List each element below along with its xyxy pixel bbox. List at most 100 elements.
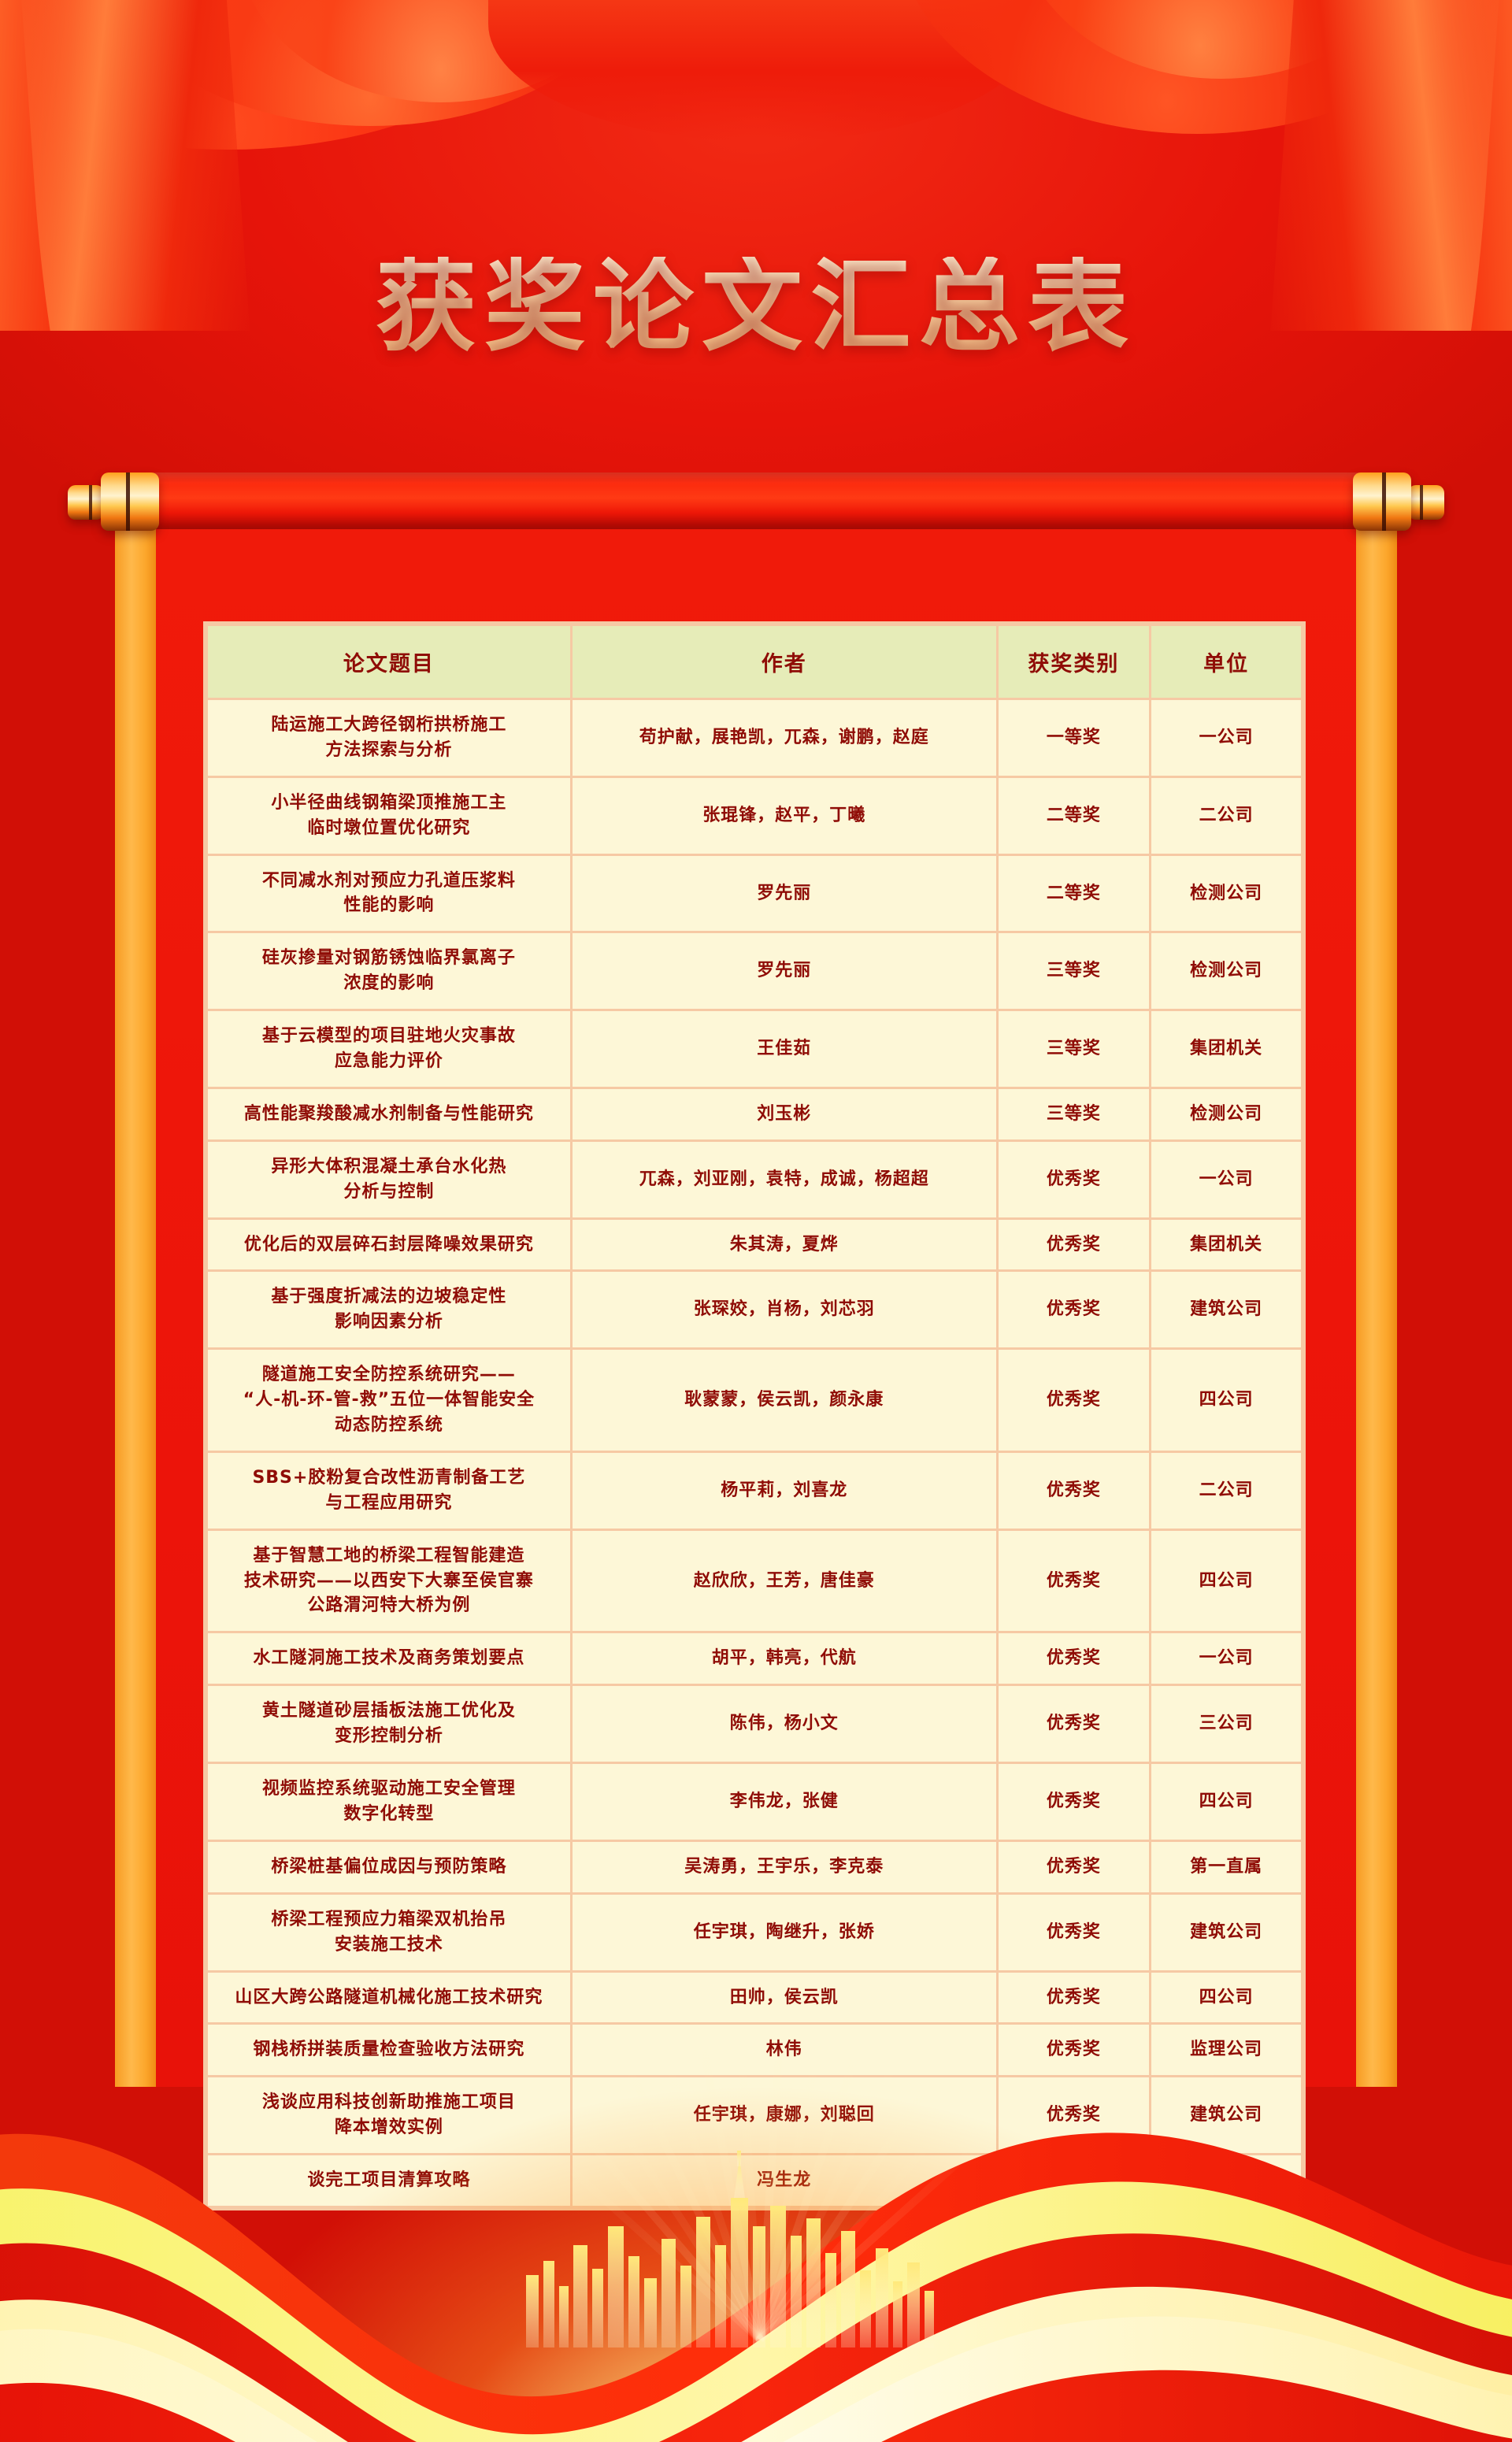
paper-title-cell: 高性能聚羧酸减水剂制备与性能研究 (208, 1088, 570, 1139)
table-row: 桥梁工程预应力箱梁双机抬吊 安装施工技术 任宇琪，陶继升，张娇 优秀奖 建筑公司 (208, 1894, 1301, 1970)
paper-award-cell: 三等奖 (998, 933, 1150, 1010)
paper-award-cell: 优秀奖 (998, 1972, 1150, 2023)
page-title: 获奖论文汇总表 (0, 257, 1512, 358)
city-skyline-icon (526, 2151, 934, 2348)
paper-unit-cell: 建筑公司 (1151, 1272, 1301, 1348)
table-row: 陆运施工大跨径钢桁拱桥施工 方法探索与分析 苟护献，展艳凯，兀森，谢鹏，赵庭 一等奖一… (208, 700, 1301, 776)
paper-unit-cell: 一公司 (1151, 700, 1301, 776)
paper-author-cell: 刘玉彬 (572, 1088, 996, 1139)
column-header-unit: 单位 (1151, 626, 1301, 698)
paper-title-cell: 基于强度折减法的边坡稳定性 影响因素分析 (208, 1272, 570, 1348)
paper-author-cell: 吴涛勇，王宇乐，李克泰 (572, 1841, 996, 1892)
paper-author-cell: 王佳茹 (572, 1011, 996, 1087)
stage-curtain-decoration (0, 0, 1512, 331)
scroll-cap-left-inner-groove (126, 472, 130, 531)
paper-unit-cell: 四公司 (1151, 1972, 1301, 2023)
table-row: 桥梁桩基偏位成因与预防策略 吴涛勇，王宇乐，李克泰 优秀奖 第一直属 (208, 1841, 1301, 1892)
paper-unit-cell: 建筑公司 (1151, 1894, 1301, 1970)
paper-unit-cell: 二公司 (1151, 777, 1301, 854)
paper-author-cell: 兀森，刘亚刚，袁特，成诚，杨超超 (572, 1141, 996, 1217)
table-row: 水工隧洞施工技术及商务策划要点 胡平，韩亮，代航 优秀奖 一公司 (208, 1633, 1301, 1684)
scroll-cap-right-outer-groove (1420, 485, 1423, 520)
paper-unit-cell: 三公司 (1151, 1686, 1301, 1762)
table-row: 基于强度折减法的边坡稳定性 影响因素分析 张琛姣，肖杨，刘芯羽 优秀奖 建筑公司 (208, 1272, 1301, 1348)
scroll-cap-right-inner-groove (1382, 472, 1386, 531)
paper-author-cell: 胡平，韩亮，代航 (572, 1633, 996, 1684)
table-row: 不同减水剂对预应力孔道压浆料 性能的影响 罗先丽 二等奖 检测公司 (208, 855, 1301, 932)
paper-unit-cell: 二公司 (1151, 1452, 1301, 1529)
scroll-edge-left (115, 528, 156, 2087)
column-header-author: 作者 (572, 626, 996, 698)
paper-award-cell: 优秀奖 (998, 1841, 1150, 1892)
paper-title-cell: 小半径曲线钢箱梁顶推施工主 临时墩位置优化研究 (208, 777, 570, 854)
paper-award-cell: 三等奖 (998, 1011, 1150, 1087)
paper-author-cell: 朱其涛，夏烨 (572, 1219, 996, 1270)
bottom-decoration (0, 2047, 1512, 2442)
paper-title-cell: 隧道施工安全防控系统研究—— “人-机-环-管-救”五位一体智能安全 动态防控系统 (208, 1350, 570, 1451)
paper-unit-cell: 检测公司 (1151, 933, 1301, 1010)
paper-author-cell: 罗先丽 (572, 933, 996, 1010)
paper-title-cell: 山区大跨公路隧道机械化施工技术研究 (208, 1972, 570, 2023)
paper-unit-cell: 四公司 (1151, 1350, 1301, 1451)
paper-unit-cell: 四公司 (1151, 1764, 1301, 1840)
scroll-cap-left-outer-groove (89, 485, 92, 520)
paper-author-cell: 张琛姣，肖杨，刘芯羽 (572, 1272, 996, 1348)
paper-award-cell: 优秀奖 (998, 1764, 1150, 1840)
table-head: 论文题目 作者 获奖类别 单位 (208, 626, 1301, 698)
paper-unit-cell: 第一直属 (1151, 1841, 1301, 1892)
paper-title-cell: 不同减水剂对预应力孔道压浆料 性能的影响 (208, 855, 570, 932)
paper-author-cell: 罗先丽 (572, 855, 996, 932)
paper-title-cell: 视频监控系统驱动施工安全管理 数字化转型 (208, 1764, 570, 1840)
paper-unit-cell: 监理公司 (1151, 2025, 1301, 2076)
table-row: 小半径曲线钢箱梁顶推施工主 临时墩位置优化研究 张琨锋，赵平，丁曦 二等奖 二公司 (208, 777, 1301, 854)
scroll-cap-left-outer (68, 485, 104, 520)
scroll-rod (44, 469, 1468, 532)
table-header-row: 论文题目 作者 获奖类别 单位 (208, 626, 1301, 698)
scroll-edge-right (1356, 528, 1397, 2087)
paper-author-cell: 张琨锋，赵平，丁曦 (572, 777, 996, 854)
paper-title-cell: SBS+胶粉复合改性沥青制备工艺 与工程应用研究 (208, 1452, 570, 1529)
table-row: 高性能聚羧酸减水剂制备与性能研究 刘玉彬 三等奖 检测公司 (208, 1088, 1301, 1139)
paper-award-cell: 二等奖 (998, 855, 1150, 932)
paper-author-cell: 陈伟，杨小文 (572, 1686, 996, 1762)
wave-layer-front (0, 2316, 1512, 2442)
column-header-title: 论文题目 (208, 626, 570, 698)
paper-award-cell: 优秀奖 (998, 2025, 1150, 2076)
paper-author-cell: 林伟 (572, 2025, 996, 2076)
paper-award-cell: 优秀奖 (998, 1272, 1150, 1348)
paper-author-cell: 杨平莉，刘喜龙 (572, 1452, 996, 1529)
table-row: 硅灰掺量对钢筋锈蚀临界氯离子 浓度的影响 罗先丽 三等奖 检测公司 (208, 933, 1301, 1010)
scroll-cap-left-inner (101, 472, 159, 531)
scroll-cap-right-outer (1408, 485, 1444, 520)
paper-author-cell: 任宇琪，陶继升，张娇 (572, 1894, 996, 1970)
paper-title-cell: 硅灰掺量对钢筋锈蚀临界氯离子 浓度的影响 (208, 933, 570, 1010)
table-row: 隧道施工安全防控系统研究—— “人-机-环-管-救”五位一体智能安全 动态防控系统耿… (208, 1350, 1301, 1451)
paper-award-cell: 一等奖 (998, 700, 1150, 776)
paper-title-cell: 陆运施工大跨径钢桁拱桥施工 方法探索与分析 (208, 700, 570, 776)
paper-unit-cell: 四公司 (1151, 1530, 1301, 1632)
paper-author-cell: 田帅，侯云凯 (572, 1972, 996, 2023)
paper-title-cell: 钢栈桥拼装质量检查验收方法研究 (208, 2025, 570, 2076)
table-row: 钢栈桥拼装质量检查验收方法研究 林伟 优秀奖 监理公司 (208, 2025, 1301, 2076)
paper-award-cell: 优秀奖 (998, 1141, 1150, 1217)
paper-author-cell: 李伟龙，张健 (572, 1764, 996, 1840)
award-papers-table: 论文题目 作者 获奖类别 单位 陆运施工大跨径钢桁拱桥施工 方法探索与分析 苟护献，… (206, 624, 1303, 2208)
paper-title-cell: 基于云模型的项目驻地火灾事故 应急能力评价 (208, 1011, 570, 1087)
paper-title-cell: 黄土隧道砂层插板法施工优化及 变形控制分析 (208, 1686, 570, 1762)
table-row: 视频监控系统驱动施工安全管理 数字化转型 李伟龙，张健 优秀奖 四公司 (208, 1764, 1301, 1840)
paper-author-cell: 苟护献，展艳凯，兀森，谢鹏，赵庭 (572, 700, 996, 776)
table-row: SBS+胶粉复合改性沥青制备工艺 与工程应用研究 杨平莉，刘喜龙 优秀奖 二公司 (208, 1452, 1301, 1529)
table-row: 黄土隧道砂层插板法施工优化及 变形控制分析 陈伟，杨小文 优秀奖 三公司 (208, 1686, 1301, 1762)
paper-author-cell: 耿蒙蒙，侯云凯，颜永康 (572, 1350, 996, 1451)
paper-title-cell: 桥梁桩基偏位成因与预防策略 (208, 1841, 570, 1892)
paper-author-cell: 赵欣欣，王芳，唐佳豪 (572, 1530, 996, 1632)
table-row: 优化后的双层碎石封层降噪效果研究 朱其涛，夏烨 优秀奖 集团机关 (208, 1219, 1301, 1270)
paper-title-cell: 异形大体积混凝土承台水化热 分析与控制 (208, 1141, 570, 1217)
paper-award-cell: 优秀奖 (998, 1530, 1150, 1632)
table-row: 异形大体积混凝土承台水化热 分析与控制 兀森，刘亚刚，袁特，成诚，杨超超 优秀奖 一公司 (208, 1141, 1301, 1217)
paper-title-cell: 桥梁工程预应力箱梁双机抬吊 安装施工技术 (208, 1894, 570, 1970)
paper-award-cell: 优秀奖 (998, 1633, 1150, 1684)
paper-award-cell: 三等奖 (998, 1088, 1150, 1139)
paper-award-cell: 优秀奖 (998, 1686, 1150, 1762)
